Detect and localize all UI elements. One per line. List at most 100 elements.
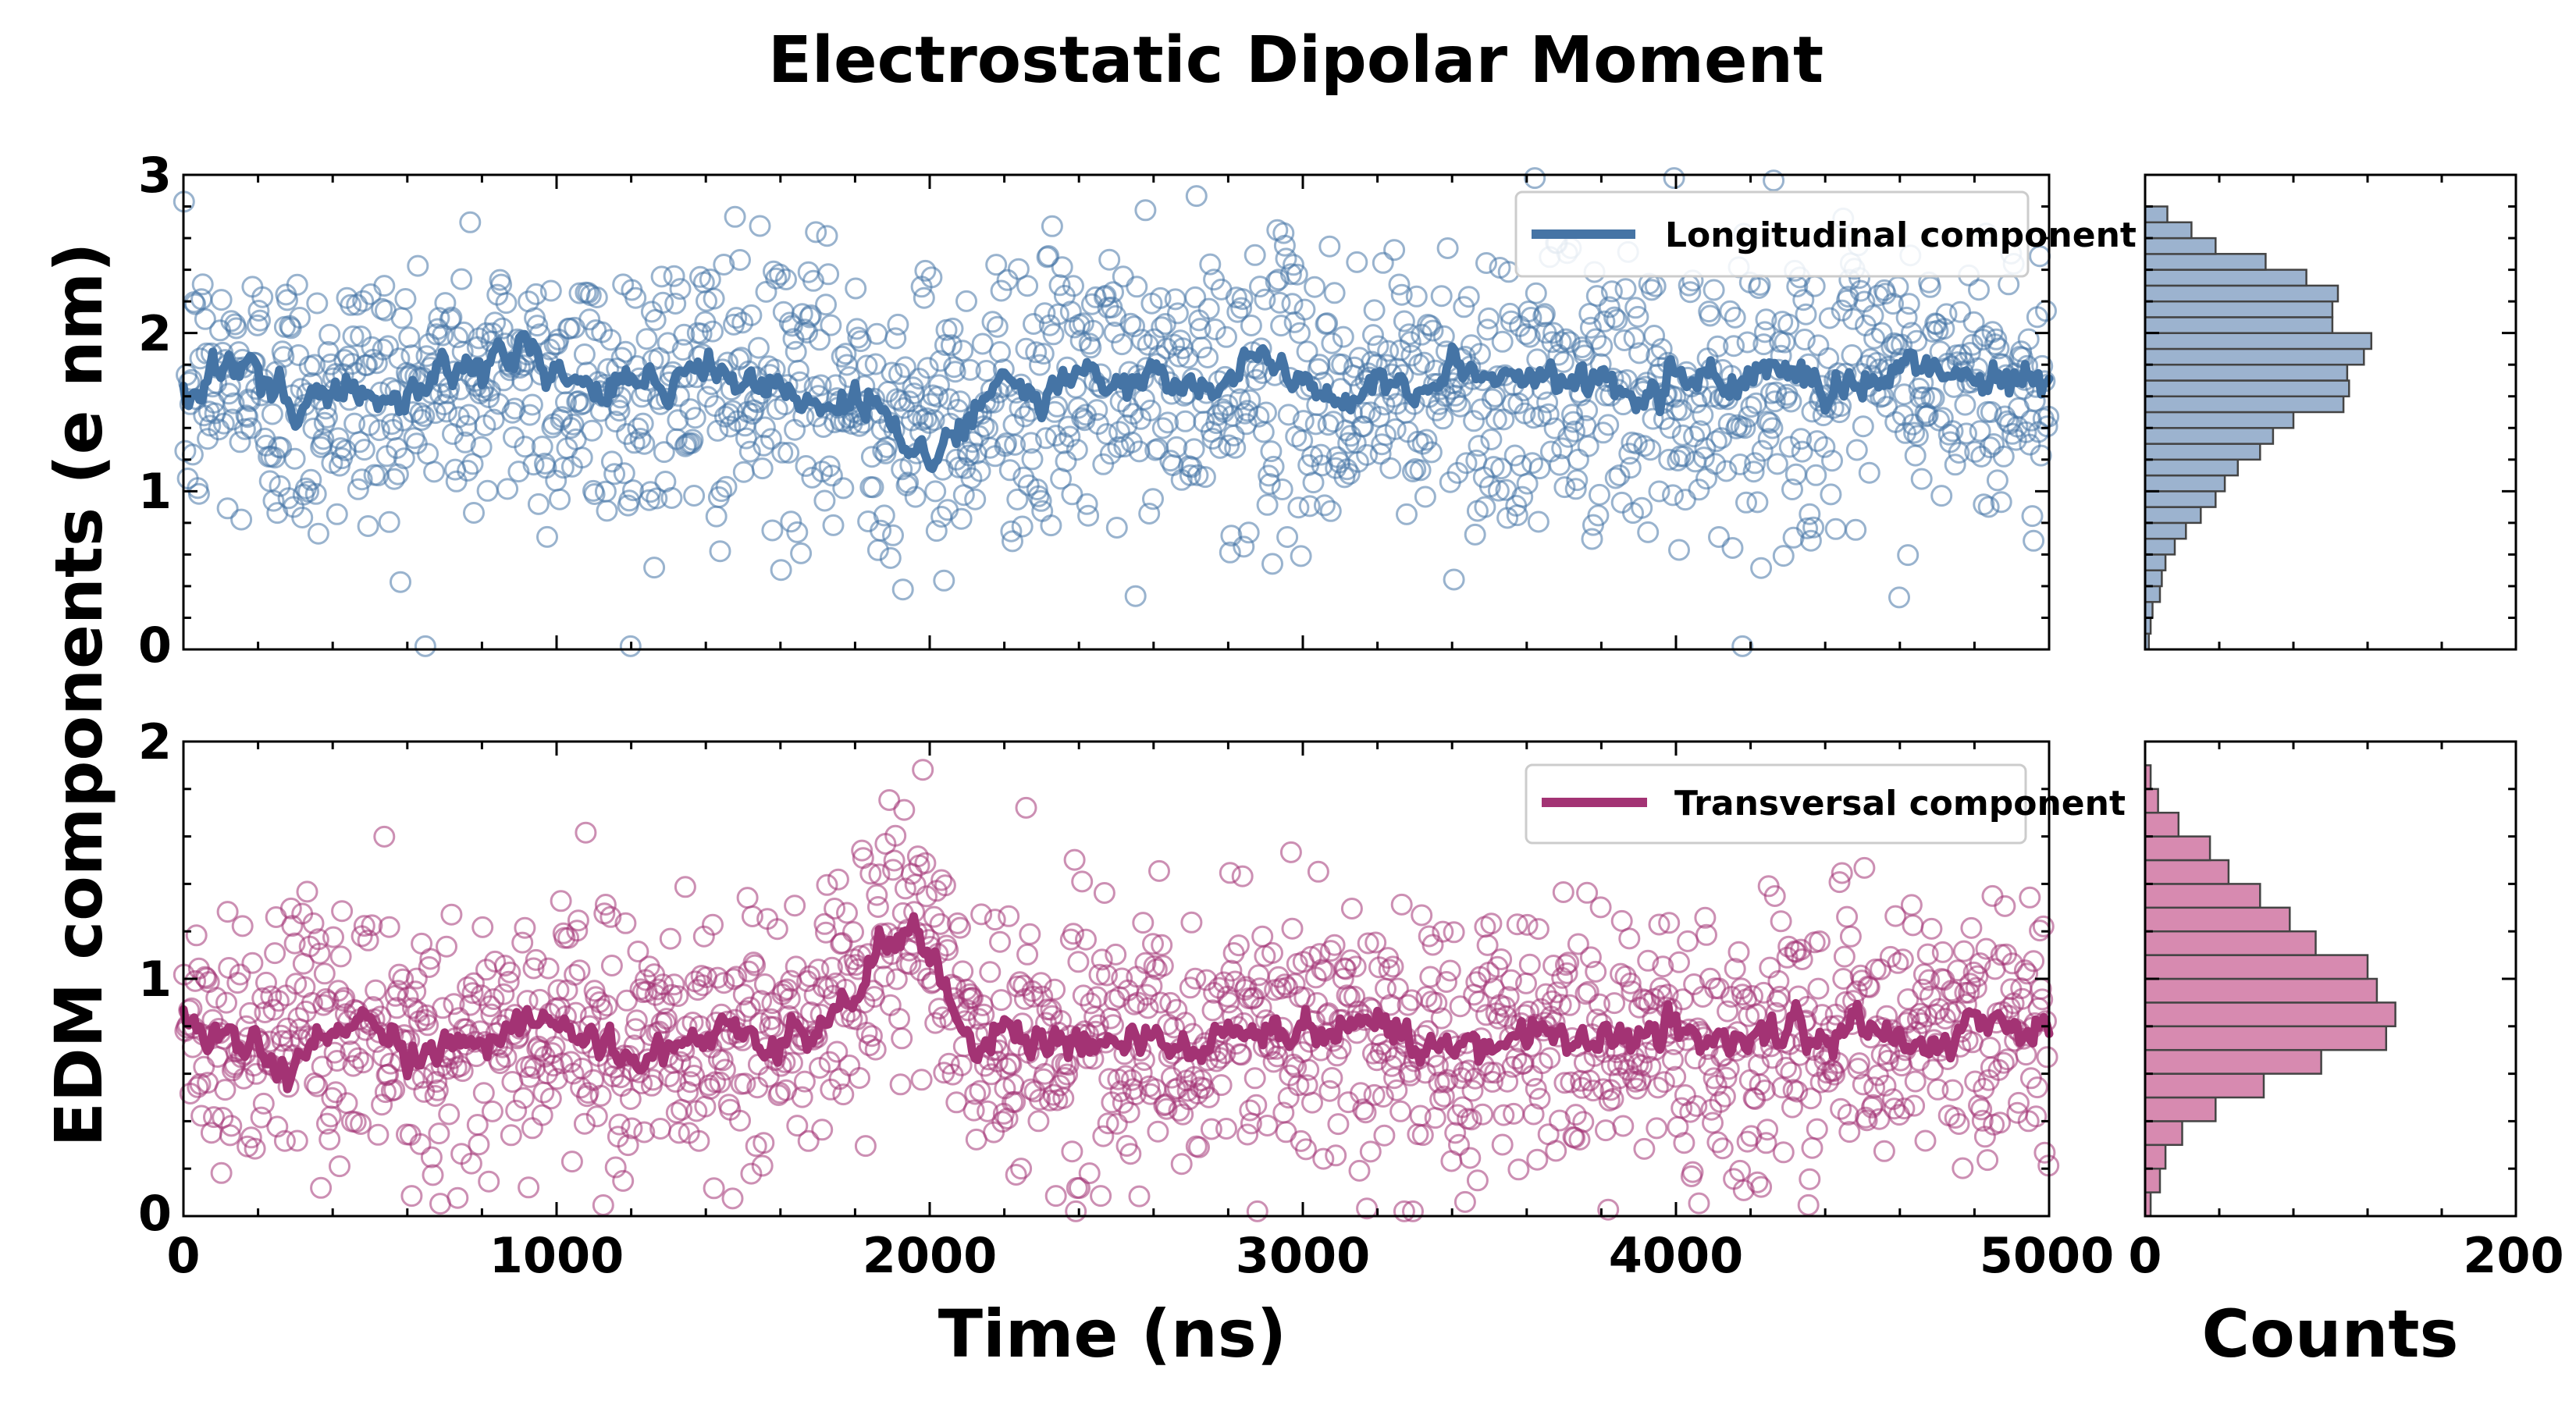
- scatter-point: [1868, 1108, 1891, 1130]
- scatter-point: [1759, 956, 1781, 979]
- scatter-point: [1352, 415, 1375, 438]
- scatter-point: [1981, 884, 2004, 907]
- histogram-bar: [2144, 205, 2169, 224]
- scatter-point: [986, 315, 1009, 338]
- scatter-point: [1992, 1051, 2015, 1074]
- scatter-point: [1902, 914, 1924, 937]
- scatter-point: [1551, 437, 1574, 460]
- scatter-point: [1157, 411, 1179, 434]
- scatter-point: [1650, 338, 1673, 361]
- scatter-point: [1436, 971, 1457, 993]
- scatter-point: [683, 485, 706, 507]
- scatter-point: [945, 1091, 968, 1114]
- scatter-point: [1637, 521, 1660, 543]
- histogram-x-axis-label: Counts: [2201, 1296, 2458, 1372]
- scatter-point: [1931, 941, 1954, 963]
- scatter-point: [866, 896, 889, 918]
- scatter-point: [219, 1124, 241, 1147]
- scatter-point: [573, 343, 596, 365]
- scatter-point: [400, 1185, 423, 1208]
- scatter-point: [526, 315, 549, 337]
- scatter-point: [627, 417, 649, 439]
- scatter-point: [1348, 1159, 1371, 1182]
- scatter-point: [625, 1009, 648, 1032]
- scatter-point: [1373, 1124, 1396, 1147]
- histogram-bar: [2144, 379, 2350, 398]
- scatter-point: [969, 1080, 991, 1102]
- scatter-point: [964, 1083, 987, 1105]
- scatter-point: [521, 1117, 543, 1140]
- scatter-point: [796, 322, 819, 344]
- scatter-point: [1098, 248, 1121, 271]
- scatter-point: [1013, 987, 1036, 1010]
- scatter-point: [331, 900, 354, 923]
- scatter-point: [240, 417, 262, 439]
- histogram-bar: [2144, 1025, 2388, 1051]
- scatter-point: [1668, 951, 1690, 973]
- scatter-point: [715, 475, 738, 498]
- scatter-point: [536, 525, 558, 548]
- scatter-point: [1076, 493, 1098, 515]
- scatter-point: [1585, 960, 1607, 983]
- scatter-point: [231, 915, 254, 937]
- scatter-point: [503, 397, 526, 420]
- scatter-point: [531, 1104, 553, 1126]
- scatter-point: [270, 436, 293, 459]
- scatter-point: [463, 972, 485, 994]
- scatter-point: [1170, 1153, 1193, 1176]
- scatter-point: [342, 325, 365, 347]
- scatter-point: [318, 323, 341, 346]
- histogram-bar: [2144, 427, 2275, 445]
- scatter-point: [1011, 515, 1034, 538]
- histogram-bar: [2144, 1072, 2265, 1099]
- scatter-point: [1664, 1065, 1687, 1088]
- scatter-point: [398, 326, 421, 349]
- scatter-point: [1285, 1056, 1308, 1079]
- scatter-point: [1220, 525, 1243, 547]
- scatter-point: [1405, 285, 1428, 308]
- scatter-point: [1806, 430, 1828, 453]
- scatter-point: [489, 1052, 511, 1075]
- scatter-point: [318, 1128, 341, 1151]
- scatter-point: [1856, 1109, 1878, 1132]
- scatter-point: [1910, 468, 1933, 490]
- scatter-point: [949, 390, 971, 413]
- scatter-point: [434, 292, 457, 315]
- scatter-point: [681, 429, 704, 451]
- scatter-point: [353, 915, 375, 937]
- transversal-histogram-bars: [2144, 764, 2396, 1218]
- scatter-point: [1927, 1078, 1949, 1101]
- scatter-point: [1062, 923, 1084, 945]
- scatter-point: [1111, 967, 1133, 990]
- scatter-point: [247, 300, 270, 322]
- y-tick-label-top-1: 1: [138, 463, 172, 520]
- scatter-point: [799, 1001, 822, 1023]
- scatter-point: [1346, 251, 1368, 273]
- scatter-point: [237, 406, 259, 429]
- scatter-point: [2036, 415, 2058, 438]
- scatter-point: [1817, 347, 1840, 369]
- scatter-point: [1667, 450, 1689, 471]
- scatter-point: [1293, 298, 1316, 321]
- scatter-point: [1482, 456, 1505, 478]
- scatter-point: [2023, 389, 2046, 412]
- scatter-point: [567, 909, 589, 932]
- scatter-point: [187, 482, 210, 505]
- scatter-point: [802, 269, 824, 292]
- scatter-point: [1898, 1008, 1920, 1031]
- scatter-point: [1600, 280, 1623, 303]
- scatter-point: [1105, 1112, 1128, 1135]
- scatter-point: [765, 267, 788, 290]
- scatter-point: [1704, 453, 1727, 475]
- scatter-point: [1535, 983, 1557, 1005]
- scatter-point: [383, 468, 406, 490]
- scatter-point: [1960, 916, 1983, 939]
- histogram-bar: [2144, 906, 2291, 933]
- scatter-point: [1016, 275, 1039, 297]
- scatter-point: [883, 849, 906, 872]
- scatter-point: [1791, 440, 1813, 463]
- scatter-point: [525, 283, 547, 305]
- scatter-point: [1900, 894, 1923, 916]
- scatter-point: [1633, 1137, 1656, 1160]
- scatter-point: [1111, 333, 1133, 356]
